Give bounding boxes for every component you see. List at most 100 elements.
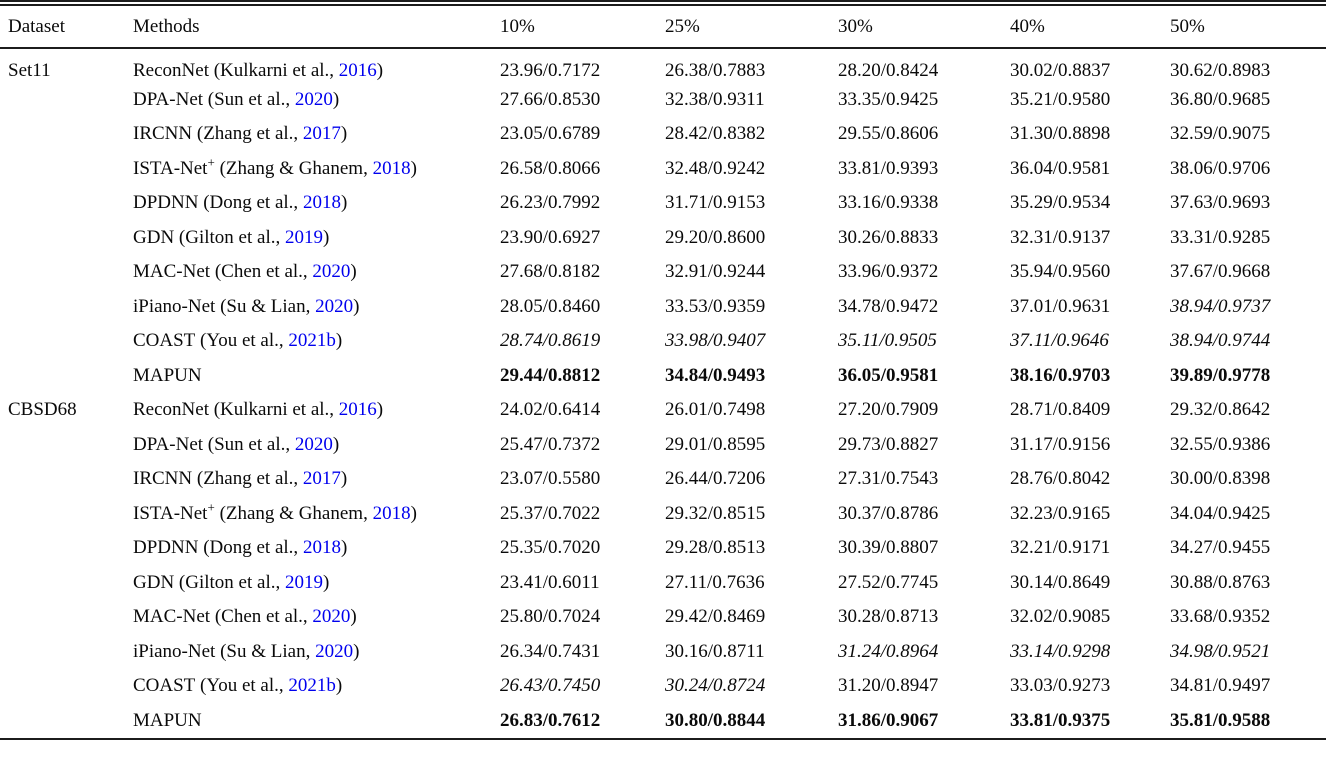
method-cell: IRCNN (Zhang et al., 2017) (125, 117, 500, 152)
citation-year-link[interactable]: 2017 (302, 468, 341, 490)
table-row: ISTA-Net+ (Zhang & Ghanem, 2018) 26.58/0… (0, 152, 1326, 187)
citation-text: (Gilton et al., (174, 571, 285, 593)
citation-text: (Zhang et al., (192, 468, 303, 490)
dataset-label (0, 255, 125, 290)
table-row: GDN (Gilton et al., 2019) 23.90/0.6927 2… (0, 221, 1326, 256)
table-top-rule (0, 0, 1326, 6)
method-name: DPDNN (133, 537, 199, 559)
table-row: Set11 ReconNet (Kulkarni et al., 2016) 2… (0, 48, 1326, 83)
psnr-ssim-value-30pct: 27.31/0.7543 (838, 468, 939, 490)
citation-close-paren: ) (340, 537, 348, 559)
citation-year-link[interactable]: 2019 (284, 226, 323, 248)
citation-year-link[interactable]: 2016 (338, 59, 377, 81)
citation-year-link[interactable]: 2018 (302, 537, 341, 559)
citation-year-link[interactable]: 2020 (312, 261, 351, 283)
psnr-ssim-value-50pct: 38.94/0.9737 (1170, 295, 1271, 317)
psnr-ssim-value-30pct: 33.16/0.9338 (838, 192, 939, 214)
citation-text: (Zhang & Ghanem, (214, 157, 373, 179)
dataset-label (0, 600, 125, 635)
method-name: GDN (133, 571, 175, 593)
citation-close-paren: ) (322, 226, 330, 248)
citation-close-paren: ) (350, 606, 357, 628)
citation-year-link[interactable]: 2018 (302, 192, 341, 214)
citation-text: (You et al., (195, 330, 289, 352)
column-header-10pct: 10% (500, 6, 665, 49)
citation-year-link[interactable]: 2018 (372, 502, 411, 524)
psnr-ssim-value-10pct: 26.43/0.7450 (500, 675, 601, 697)
citation-text: (Sun et al., (203, 88, 295, 110)
citation-year-link[interactable]: 2020 (294, 433, 333, 455)
citation-year-link[interactable]: 2019 (284, 571, 323, 593)
psnr-ssim-value-40pct: 35.21/0.9580 (1010, 88, 1111, 110)
psnr-ssim-value-10pct: 25.37/0.7022 (500, 502, 601, 524)
psnr-ssim-value-40pct: 33.14/0.9298 (1010, 640, 1111, 662)
psnr-ssim-value-25pct: 29.28/0.8513 (665, 537, 766, 559)
citation-year-link[interactable]: 2020 (315, 640, 354, 662)
psnr-ssim-value-25pct: 30.80/0.8844 (665, 709, 766, 731)
citation-year-link[interactable]: 2016 (338, 399, 377, 421)
dataset-label (0, 83, 125, 118)
psnr-ssim-value-25pct: 31.71/0.9153 (665, 192, 766, 214)
method-name: MAPUN (133, 364, 202, 386)
citation-year-link[interactable]: 2020 (312, 606, 351, 628)
results-table-header: Dataset Methods 10% 25% 30% 40% 50% (0, 6, 1326, 49)
citation-year-link[interactable]: 2018 (372, 157, 411, 179)
psnr-ssim-value-25pct: 29.42/0.8469 (665, 606, 766, 628)
psnr-ssim-value-25pct: 30.16/0.8711 (665, 640, 765, 662)
method-cell: ReconNet (Kulkarni et al., 2016) (125, 48, 500, 83)
citation-text: (Sun et al., (203, 433, 295, 455)
citation-year-link[interactable]: 2020 (315, 295, 354, 317)
citation-close-paren: ) (332, 88, 340, 110)
dataset-label (0, 117, 125, 152)
psnr-ssim-value-40pct: 33.81/0.9375 (1010, 709, 1111, 731)
method-cell: DPA-Net (Sun et al., 2020) (125, 83, 500, 118)
psnr-ssim-value-40pct: 31.30/0.8898 (1010, 123, 1111, 145)
table-row: DPDNN (Dong et al., 2018) 26.23/0.7992 3… (0, 186, 1326, 221)
psnr-ssim-value-50pct: 30.62/0.8983 (1170, 59, 1271, 81)
method-name: DPA-Net (133, 433, 204, 455)
method-cell: MAPUN (125, 359, 500, 394)
citation-close-paren: ) (353, 295, 360, 317)
psnr-ssim-value-40pct: 28.76/0.8042 (1010, 468, 1111, 490)
dataset-label (0, 186, 125, 221)
psnr-ssim-value-25pct: 34.84/0.9493 (665, 364, 766, 386)
method-name: ISTA-Net (133, 502, 208, 524)
citation-year-link[interactable]: 2017 (302, 123, 341, 145)
table-row: MAPUN 26.83/0.7612 30.80/0.8844 31.86/0.… (0, 704, 1326, 739)
citation-text: (You et al., (195, 675, 289, 697)
column-header-methods: Methods (125, 6, 500, 49)
method-cell: ISTA-Net+ (Zhang & Ghanem, 2018) (125, 152, 500, 187)
dataset-label (0, 635, 125, 670)
psnr-ssim-value-50pct: 37.67/0.9668 (1170, 261, 1271, 283)
method-cell: DPDNN (Dong et al., 2018) (125, 531, 500, 566)
psnr-ssim-value-40pct: 28.71/0.8409 (1010, 399, 1111, 421)
dataset-label (0, 566, 125, 601)
psnr-ssim-value-25pct: 28.42/0.8382 (665, 123, 766, 145)
citation-close-paren: ) (376, 59, 384, 81)
psnr-ssim-value-50pct: 30.00/0.8398 (1170, 468, 1271, 490)
psnr-ssim-value-40pct: 32.21/0.9171 (1010, 537, 1111, 559)
table-bottom-rule (0, 738, 1326, 740)
psnr-ssim-value-40pct: 32.31/0.9137 (1010, 226, 1111, 248)
table-row: ISTA-Net+ (Zhang & Ghanem, 2018) 25.37/0… (0, 497, 1326, 532)
method-name: MAC-Net (133, 606, 211, 628)
psnr-ssim-value-30pct: 33.96/0.9372 (838, 261, 939, 283)
psnr-ssim-value-25pct: 30.24/0.8724 (665, 675, 766, 697)
method-name: IRCNN (133, 468, 193, 490)
citation-year-link[interactable]: 2020 (294, 88, 333, 110)
psnr-ssim-value-10pct: 23.41/0.6011 (500, 571, 600, 593)
citation-year-link[interactable]: 2021b (288, 675, 336, 697)
psnr-ssim-value-30pct: 31.86/0.9067 (838, 709, 939, 731)
citation-year-link[interactable]: 2021b (288, 330, 336, 352)
table-row: GDN (Gilton et al., 2019) 23.41/0.6011 2… (0, 566, 1326, 601)
psnr-ssim-value-10pct: 29.44/0.8812 (500, 364, 601, 386)
citation-text: (Zhang & Ghanem, (214, 502, 373, 524)
psnr-ssim-value-50pct: 32.59/0.9075 (1170, 123, 1271, 145)
psnr-ssim-value-25pct: 29.32/0.8515 (665, 502, 766, 524)
psnr-ssim-value-25pct: 32.48/0.9242 (665, 157, 766, 179)
psnr-ssim-value-25pct: 26.38/0.7883 (665, 59, 766, 81)
dataset-label (0, 462, 125, 497)
psnr-ssim-value-25pct: 32.38/0.9311 (665, 88, 765, 110)
table-row: DPA-Net (Sun et al., 2020) 27.66/0.8530 … (0, 83, 1326, 118)
psnr-ssim-value-50pct: 34.98/0.9521 (1170, 640, 1271, 662)
